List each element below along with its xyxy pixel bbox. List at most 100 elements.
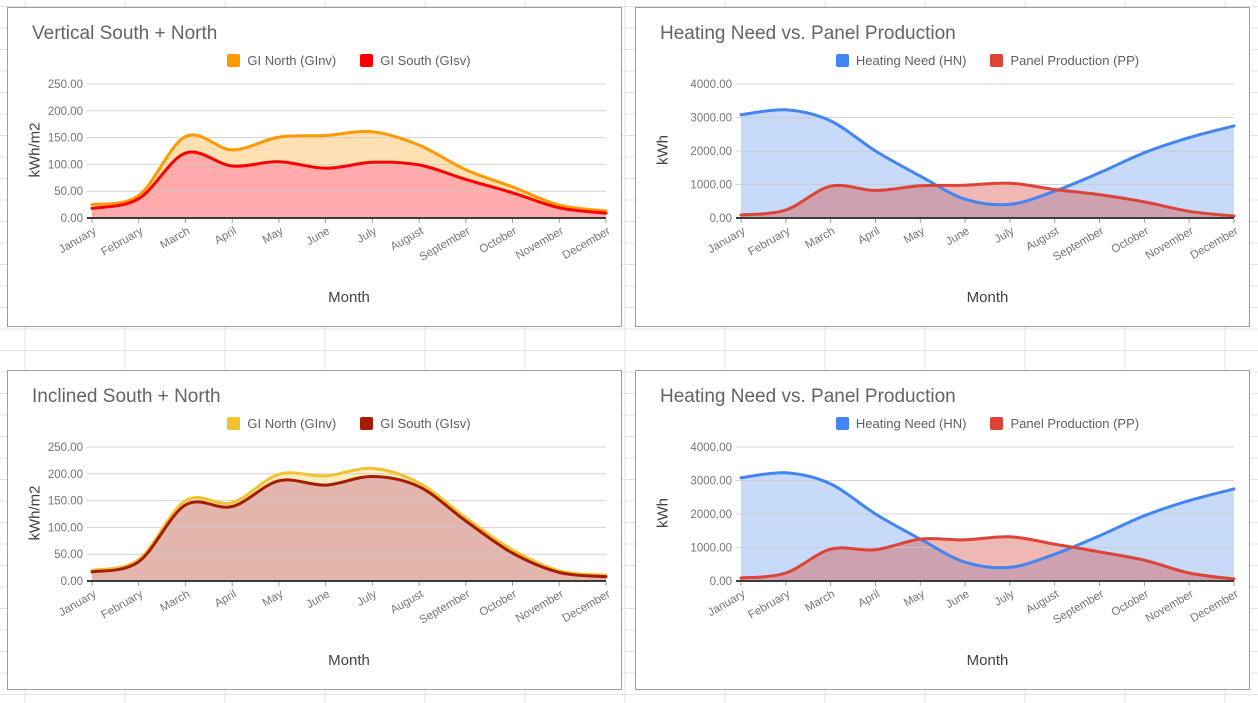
- chart-heating-vs-production-bottom[interactable]: Heating Need vs. Panel Production Heatin…: [635, 370, 1250, 690]
- x-tick-label: April: [213, 225, 239, 247]
- y-tick-label: 1000.00: [690, 180, 732, 192]
- legend-swatch-icon: [360, 54, 374, 67]
- legend-label: GI North (GInv): [247, 416, 337, 431]
- x-tick-label: June: [305, 588, 333, 611]
- chart-vertical-south-north[interactable]: Vertical South + North GI North (GInv) GI…: [7, 7, 622, 327]
- y-tick-label: 200.00: [48, 469, 83, 481]
- x-tick-label: December: [561, 588, 613, 625]
- chart-legend: GI North (GInv) GI South (GIsv): [92, 416, 606, 431]
- x-tick-label: August: [1024, 225, 1062, 254]
- x-tick-label: September: [1051, 225, 1106, 264]
- x-tick-label: March: [803, 225, 837, 251]
- legend-item: GI North (GInv): [227, 53, 336, 68]
- line-series-panel-production-pp-: [739, 181, 1236, 218]
- x-tick-label: August: [389, 225, 427, 254]
- y-tick-label: 2000.00: [690, 509, 732, 521]
- y-tick-label: 2000.00: [690, 146, 732, 158]
- legend-swatch-icon: [835, 54, 849, 67]
- line-series-gi-south-gisv-: [90, 150, 608, 215]
- chart-legend: Heating Need (HN) Panel Production (PP): [741, 416, 1234, 431]
- legend-item: GI South (GIsv): [360, 53, 471, 68]
- x-tick-label: March: [803, 588, 837, 614]
- x-tick-label: November: [514, 225, 566, 262]
- area-fill-panel-production-pp-: [741, 183, 1234, 218]
- legend-item: GI South (GIsv): [360, 416, 471, 431]
- x-tick-label: May: [261, 225, 286, 246]
- legend-item: Panel Production (PP): [990, 416, 1139, 431]
- x-tick-label: November: [1144, 588, 1196, 625]
- y-tick-label: 4000.00: [690, 79, 732, 91]
- chart-plot-area: 0.00 1000.00 2000.00 3000.00 4000.00 JanuaryF…: [690, 442, 1241, 627]
- chart-legend: GI North (GInv) GI South (GIsv): [92, 53, 606, 68]
- x-tick-label: February: [746, 588, 792, 622]
- y-axis-title: kWh/m2: [26, 485, 44, 541]
- x-tick-label: April: [856, 588, 882, 610]
- x-axis-title: Month: [328, 289, 370, 306]
- legend-label: Panel Production (PP): [1010, 416, 1140, 431]
- x-axis-title: Month: [966, 652, 1009, 669]
- y-tick-label: 100.00: [48, 522, 83, 534]
- line-series-gi-north-ginv-: [90, 466, 608, 577]
- y-tick-label: 150.00: [48, 133, 83, 145]
- chart-title: Heating Need vs. Panel Production: [660, 23, 956, 44]
- y-tick-label: 0.00: [710, 576, 732, 588]
- y-tick-label: 3000.00: [690, 113, 732, 125]
- y-tick-label: 150.00: [48, 496, 83, 508]
- x-tick-label: May: [902, 225, 927, 246]
- x-tick-label: July: [355, 225, 379, 246]
- x-tick-label: August: [1024, 588, 1062, 617]
- x-tick-label: November: [514, 588, 566, 625]
- x-tick-label: September: [418, 588, 473, 627]
- x-axis-title: Month: [966, 289, 1009, 306]
- legend-item: GI North (GInv): [227, 416, 336, 431]
- chart-heating-vs-production-top[interactable]: Heating Need vs. Panel Production Heatin…: [635, 7, 1250, 327]
- x-tick-label: March: [158, 588, 192, 614]
- y-tick-label: 0.00: [710, 213, 732, 225]
- area-fill-gi-south-gisv-: [92, 152, 606, 218]
- x-tick-label: April: [856, 225, 882, 247]
- y-tick-label: 50.00: [54, 186, 83, 198]
- x-tick-label: June: [944, 225, 972, 248]
- chart-title: Heating Need vs. Panel Production: [660, 386, 956, 407]
- y-tick-label: 200.00: [48, 106, 83, 118]
- x-tick-label: July: [993, 225, 1017, 246]
- x-tick-label: February: [99, 225, 145, 259]
- x-tick-label: July: [355, 588, 379, 609]
- y-tick-label: 0.00: [61, 576, 83, 588]
- chart-title: Vertical South + North: [32, 23, 218, 44]
- x-tick-label: December: [1189, 588, 1241, 625]
- line-series-heating-need-hn-: [739, 108, 1236, 207]
- area-fill-gi-south-gisv-: [92, 476, 606, 581]
- y-tick-label: 3000.00: [690, 476, 732, 488]
- line-series-gi-south-gisv-: [90, 474, 608, 579]
- legend-swatch-icon: [835, 417, 849, 430]
- y-tick-label: 250.00: [48, 442, 83, 454]
- y-tick-label: 50.00: [54, 549, 83, 561]
- legend-item: Heating Need (HN): [835, 416, 967, 431]
- chart-plot-area: 0.00 50.00 100.00 150.00 200.00 250.00 January…: [48, 442, 613, 627]
- x-tick-label: January: [706, 225, 748, 256]
- y-tick-label: 1000.00: [690, 543, 732, 555]
- x-tick-label: July: [993, 588, 1017, 609]
- y-tick-label: 0.00: [61, 213, 83, 225]
- y-axis-title: kWh/m2: [26, 122, 44, 178]
- line-series-heating-need-hn-: [739, 471, 1236, 570]
- x-tick-label: August: [389, 588, 427, 617]
- x-tick-label: May: [902, 588, 927, 609]
- chart-legend: Heating Need (HN) Panel Production (PP): [741, 53, 1234, 68]
- legend-label: Heating Need (HN): [855, 416, 967, 431]
- area-fill-heating-need-hn-: [741, 109, 1234, 218]
- legend-label: Heating Need (HN): [855, 53, 967, 68]
- chart-inclined-south-north[interactable]: Inclined South + North GI North (GInv) GI…: [7, 370, 622, 690]
- chart-title: Inclined South + North: [32, 386, 221, 407]
- legend-label: Panel Production (PP): [1010, 53, 1140, 68]
- x-tick-label: March: [158, 225, 192, 251]
- y-tick-label: 4000.00: [690, 442, 732, 454]
- chart-plot-area: 0.00 50.00 100.00 150.00 200.00 250.00 January…: [48, 79, 613, 264]
- x-tick-label: June: [944, 588, 972, 611]
- x-tick-label: September: [1051, 588, 1106, 627]
- x-tick-label: May: [261, 588, 286, 609]
- y-axis-title: kWh: [654, 135, 672, 165]
- legend-swatch-icon: [227, 417, 241, 430]
